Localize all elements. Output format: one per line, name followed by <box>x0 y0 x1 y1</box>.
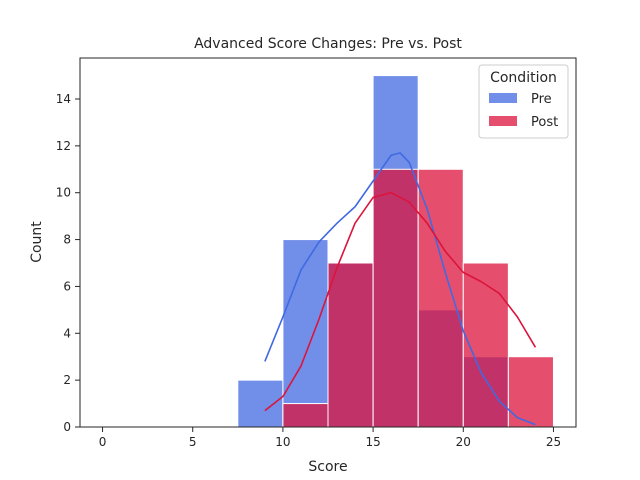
x-tick-label-25: 25 <box>546 435 561 449</box>
x-axis-label: Score <box>308 459 347 475</box>
axes-layer: 0 5 10 15 20 25 0 2 4 6 8 10 12 14 <box>56 57 577 449</box>
kde-line-pre <box>264 152 536 426</box>
y-tick-label-14: 14 <box>56 92 71 106</box>
bars-layer <box>237 75 554 428</box>
bar-post-5 <box>462 262 509 428</box>
x-tick-label-5: 5 <box>189 435 197 449</box>
bar-post-3 <box>372 168 419 428</box>
legend-title: Condition <box>490 70 557 86</box>
x-tick-label-20: 20 <box>456 435 471 449</box>
legend-swatch-post <box>489 116 517 126</box>
plot-frame <box>79 57 577 428</box>
legend-label-pre: Pre <box>531 92 552 107</box>
bar-post-2 <box>327 262 374 428</box>
bar-pre-0 <box>237 379 284 428</box>
kde-layer <box>264 152 537 426</box>
bar-pre-1 <box>282 239 329 428</box>
x-tick-label-10: 10 <box>275 435 290 449</box>
x-tick-label-15: 15 <box>365 435 380 449</box>
y-tick-label-6: 6 <box>63 279 71 293</box>
y-tick-label-10: 10 <box>56 186 71 200</box>
bar-post-1 <box>282 403 329 428</box>
legend: Condition Pre Post <box>478 64 569 139</box>
y-axis-label: Count <box>29 221 45 263</box>
bar-post-4 <box>417 168 464 428</box>
kde-line-post <box>264 191 537 412</box>
chart-title: Advanced Score Changes: Pre vs. Post <box>194 36 462 52</box>
y-tick-label-2: 2 <box>63 373 71 387</box>
y-tick-label-8: 8 <box>63 233 71 247</box>
y-tick-label-0: 0 <box>63 420 71 434</box>
y-tick-label-4: 4 <box>63 326 71 340</box>
legend-label-post: Post <box>531 115 558 130</box>
x-tick-label-0: 0 <box>99 435 107 449</box>
y-tick-label-12: 12 <box>56 139 71 153</box>
legend-swatch-pre <box>489 93 517 103</box>
